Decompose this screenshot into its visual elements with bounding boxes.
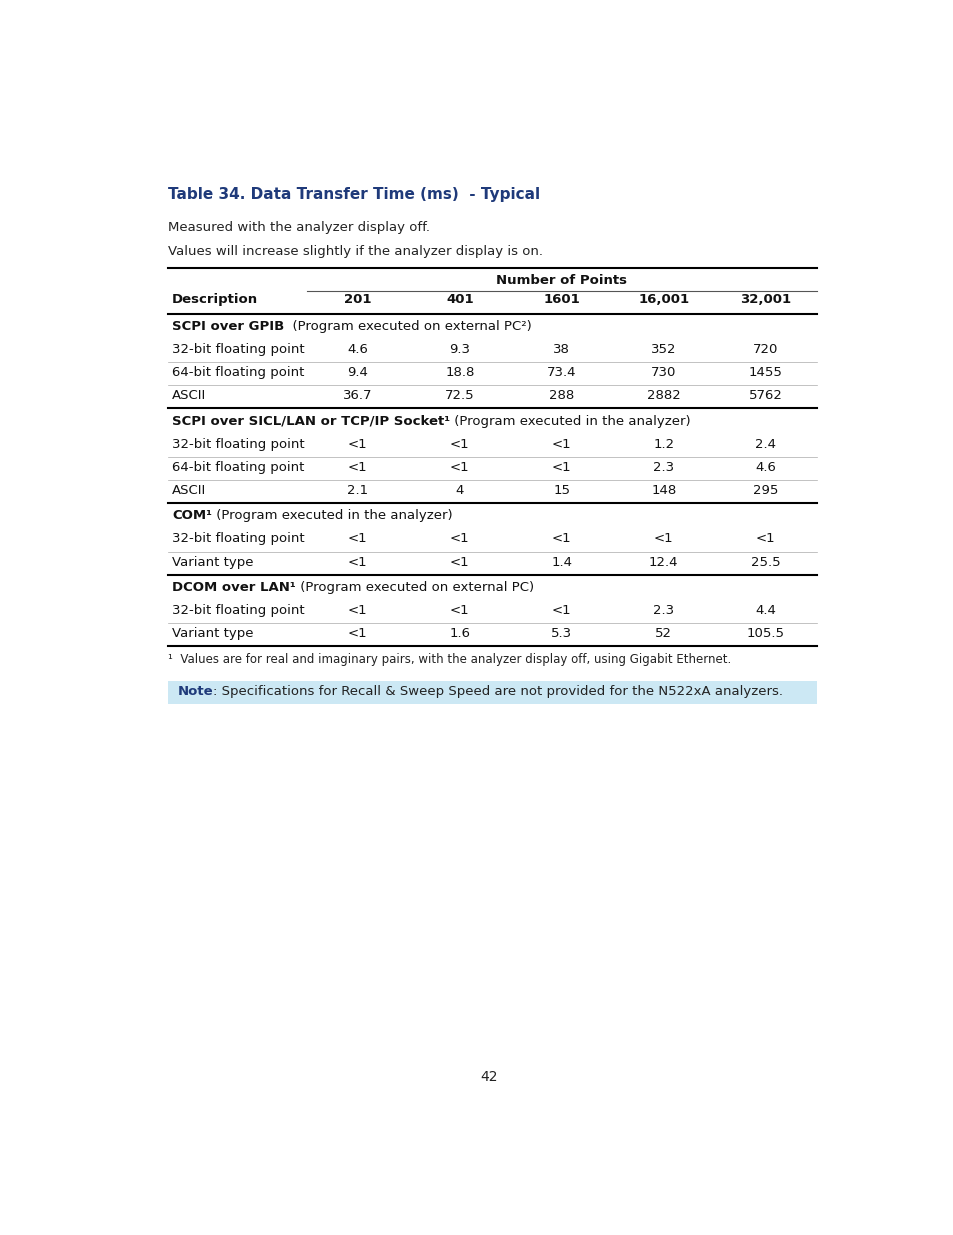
Text: <1: <1	[450, 461, 469, 474]
Text: 32-bit floating point: 32-bit floating point	[172, 604, 304, 618]
Text: 5762: 5762	[748, 389, 781, 403]
Text: 16,001: 16,001	[638, 293, 689, 305]
Text: 401: 401	[445, 293, 473, 305]
Text: 720: 720	[752, 343, 778, 356]
Text: (Program executed on external PC): (Program executed on external PC)	[295, 580, 534, 594]
Text: 18.8: 18.8	[445, 366, 474, 379]
Text: 73.4: 73.4	[546, 366, 576, 379]
Text: 42: 42	[479, 1070, 497, 1084]
Text: : Specifications for Recall & Sweep Speed are not provided for the N522xA analyz: : Specifications for Recall & Sweep Spee…	[213, 685, 782, 698]
Text: 9.4: 9.4	[347, 366, 368, 379]
Text: <1: <1	[348, 604, 367, 618]
Text: <1: <1	[552, 437, 571, 451]
Text: (Program executed in the analyzer): (Program executed in the analyzer)	[212, 509, 452, 522]
Text: 288: 288	[549, 389, 574, 403]
Text: 4.6: 4.6	[755, 461, 776, 474]
Text: 201: 201	[344, 293, 371, 305]
Text: 105.5: 105.5	[746, 627, 784, 640]
Text: COM¹: COM¹	[172, 509, 212, 522]
Text: Note: Note	[177, 685, 213, 698]
Text: Description: Description	[172, 293, 258, 305]
Text: 295: 295	[752, 484, 778, 496]
Text: Measured with the analyzer display off.: Measured with the analyzer display off.	[168, 221, 430, 233]
Text: (Program executed in the analyzer): (Program executed in the analyzer)	[450, 415, 690, 427]
Text: Number of Points: Number of Points	[496, 274, 627, 288]
Text: 1455: 1455	[748, 366, 781, 379]
Text: 4: 4	[456, 484, 463, 496]
Text: 4.4: 4.4	[755, 604, 776, 618]
Text: <1: <1	[552, 461, 571, 474]
Text: <1: <1	[348, 437, 367, 451]
Text: 2882: 2882	[646, 389, 679, 403]
FancyBboxPatch shape	[168, 680, 816, 704]
Text: 72.5: 72.5	[444, 389, 474, 403]
Text: <1: <1	[348, 461, 367, 474]
Text: ASCII: ASCII	[172, 389, 206, 403]
Text: 1.2: 1.2	[653, 437, 674, 451]
Text: 730: 730	[650, 366, 676, 379]
Text: SCPI over SICL/LAN or TCP/IP Socket¹: SCPI over SICL/LAN or TCP/IP Socket¹	[172, 415, 450, 427]
Text: 32,001: 32,001	[740, 293, 790, 305]
Text: <1: <1	[450, 532, 469, 546]
Text: Variant type: Variant type	[172, 627, 253, 640]
Text: 64-bit floating point: 64-bit floating point	[172, 366, 304, 379]
Text: 148: 148	[651, 484, 676, 496]
Text: 36.7: 36.7	[343, 389, 373, 403]
Text: 4.6: 4.6	[347, 343, 368, 356]
Text: <1: <1	[450, 556, 469, 568]
Text: 25.5: 25.5	[750, 556, 780, 568]
Text: 9.3: 9.3	[449, 343, 470, 356]
Text: <1: <1	[653, 532, 673, 546]
Text: 5.3: 5.3	[551, 627, 572, 640]
Text: 2.4: 2.4	[755, 437, 776, 451]
Text: <1: <1	[755, 532, 775, 546]
Text: 32-bit floating point: 32-bit floating point	[172, 343, 304, 356]
Text: 2.3: 2.3	[653, 604, 674, 618]
Text: <1: <1	[450, 604, 469, 618]
Text: 15: 15	[553, 484, 570, 496]
Text: SCPI over GPIB: SCPI over GPIB	[172, 320, 284, 333]
Text: 2.1: 2.1	[347, 484, 368, 496]
Text: <1: <1	[348, 627, 367, 640]
Text: 1601: 1601	[543, 293, 579, 305]
Text: <1: <1	[552, 532, 571, 546]
Text: 32-bit floating point: 32-bit floating point	[172, 532, 304, 546]
Text: 1.4: 1.4	[551, 556, 572, 568]
Text: 352: 352	[650, 343, 676, 356]
Text: 52: 52	[655, 627, 672, 640]
Text: Variant type: Variant type	[172, 556, 253, 568]
Text: <1: <1	[450, 437, 469, 451]
Text: 12.4: 12.4	[648, 556, 678, 568]
Text: ¹  Values are for real and imaginary pairs, with the analyzer display off, using: ¹ Values are for real and imaginary pair…	[168, 653, 731, 667]
Text: (Program executed on external PC²): (Program executed on external PC²)	[284, 320, 532, 333]
Text: 64-bit floating point: 64-bit floating point	[172, 461, 304, 474]
Text: Values will increase slightly if the analyzer display is on.: Values will increase slightly if the ana…	[168, 246, 542, 258]
Text: <1: <1	[552, 604, 571, 618]
Text: 38: 38	[553, 343, 570, 356]
Text: Table 34. Data Transfer Time (ms)  - Typical: Table 34. Data Transfer Time (ms) - Typi…	[168, 186, 539, 201]
Text: DCOM over LAN¹: DCOM over LAN¹	[172, 580, 295, 594]
Text: 32-bit floating point: 32-bit floating point	[172, 437, 304, 451]
Text: <1: <1	[348, 532, 367, 546]
Text: <1: <1	[348, 556, 367, 568]
Text: 1.6: 1.6	[449, 627, 470, 640]
Text: 2.3: 2.3	[653, 461, 674, 474]
Text: ASCII: ASCII	[172, 484, 206, 496]
